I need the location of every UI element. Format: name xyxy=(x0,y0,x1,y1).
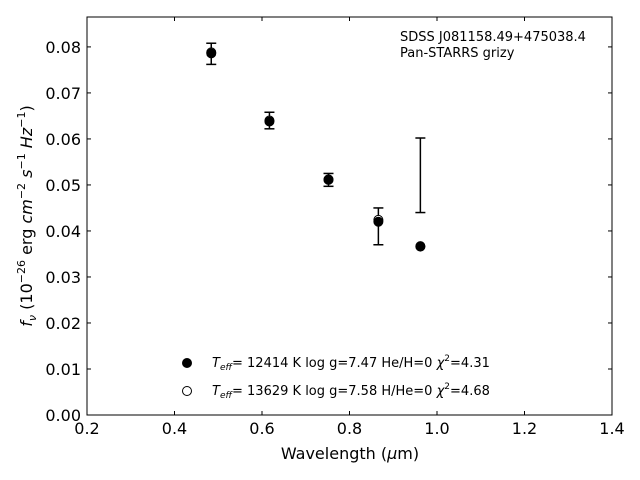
x-tick-label: 1.4 xyxy=(599,419,624,438)
y-tick-label: 0.04 xyxy=(45,222,81,241)
annotation-line1: SDSS J081158.49+475038.4 xyxy=(400,30,586,45)
y-axis-label: fν (10−26 erg cm−2 s−1 Hz−1) xyxy=(15,105,39,326)
y-tick-label: 0.07 xyxy=(45,84,81,103)
x-tick-label: 1.2 xyxy=(512,419,537,438)
x-tick-label: 0.2 xyxy=(74,419,99,438)
plot-area xyxy=(86,16,613,416)
y-tick-label: 0.06 xyxy=(45,130,81,149)
legend-entry-1: Teff= 12414 K log g=7.47 He/H=0 χ2=4.31 xyxy=(212,354,490,373)
y-tick-label: 0.02 xyxy=(45,314,81,333)
x-tick-label: 1.0 xyxy=(424,419,449,438)
y-tick-label: 0.08 xyxy=(45,38,81,57)
model-point-filled xyxy=(415,241,426,252)
x-axis-label: Wavelength (μm) xyxy=(281,444,419,463)
y-tick-label: 0.00 xyxy=(45,406,81,425)
model-point-filled xyxy=(264,116,275,127)
model-point-filled xyxy=(323,174,334,185)
model-series xyxy=(206,47,426,252)
error-bar xyxy=(415,137,426,214)
annotation-line2: Pan-STARRS grizy xyxy=(400,46,515,61)
y-ticks: 0.00 0.01 0.02 0.03 0.04 0.05 0.06 0.07 0.08 xyxy=(45,38,612,425)
model-point-filled xyxy=(373,216,384,227)
x-tick-label: 0.8 xyxy=(337,419,362,438)
x-tick-label: 0.6 xyxy=(249,419,274,438)
model-point-filled xyxy=(206,48,217,59)
y-tick-label: 0.03 xyxy=(45,268,81,287)
x-ticks: 0.2 0.4 0.6 0.8 1.0 1.2 1.4 xyxy=(74,17,625,438)
legend-marker-filled xyxy=(182,358,192,368)
x-tick-label: 0.4 xyxy=(162,419,187,438)
legend-entry-2: Teff= 13629 K log g=7.58 H/He=0 χ2=4.68 xyxy=(212,382,490,401)
legend-marker-open xyxy=(182,386,192,396)
y-tick-label: 0.05 xyxy=(45,176,81,195)
y-tick-label: 0.01 xyxy=(45,360,81,379)
legend: Teff= 12414 K log g=7.47 He/H=0 χ2=4.31 … xyxy=(182,354,490,401)
